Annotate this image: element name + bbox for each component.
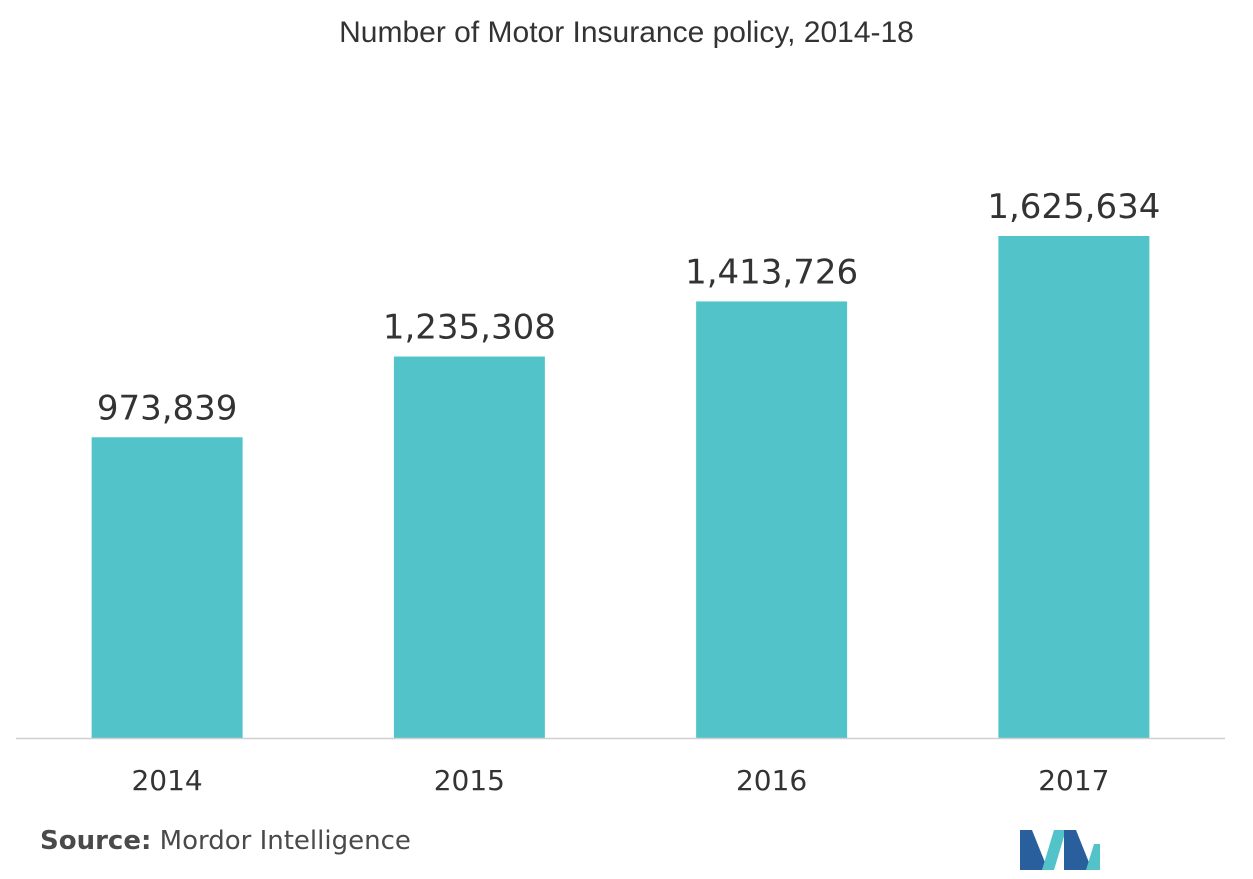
bar-2015 [393, 356, 545, 738]
mordor-intelligence-logo-icon [1020, 830, 1100, 870]
x-tick-label-2017: 2017 [1038, 764, 1109, 797]
source-label: Source: [40, 826, 152, 856]
data-label-2017: 1,625,634 [987, 187, 1160, 227]
data-label-2014: 973,839 [97, 388, 238, 428]
source-text: Mordor Intelligence [159, 826, 411, 856]
data-label-2015: 1,235,308 [383, 308, 556, 348]
bar-2017 [998, 236, 1150, 738]
x-tick-label-2014: 2014 [131, 764, 202, 797]
x-tick-label-2015: 2015 [434, 764, 505, 797]
x-tick-label-2016: 2016 [736, 764, 807, 797]
bar-2014 [91, 437, 243, 738]
chart-title: Number of Motor Insurance policy, 2014-1… [339, 16, 914, 49]
source-note: Source: Mordor Intelligence [40, 826, 411, 856]
bar-2016 [696, 301, 848, 738]
data-label-2016: 1,413,726 [685, 252, 858, 292]
